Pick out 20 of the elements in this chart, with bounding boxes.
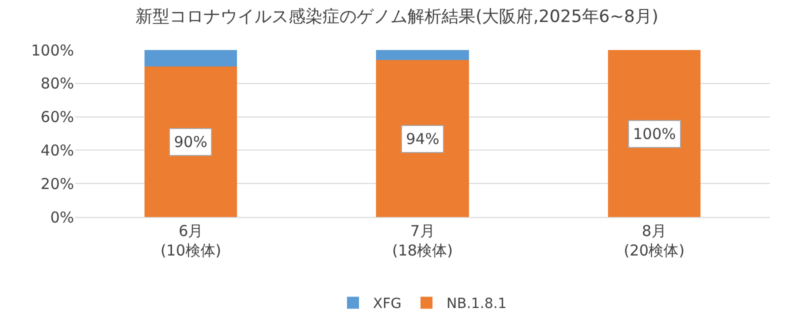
y-tick-label: 20% <box>40 174 74 193</box>
bar <box>144 50 238 67</box>
bar <box>608 50 700 217</box>
x-tick-label: 6月 (10検体) <box>160 222 222 260</box>
y-tick-label: 100% <box>31 41 74 60</box>
y-tick-label: 40% <box>40 141 74 160</box>
chart-title: 新型コロナウイルス感染症のゲノム解析結果(大阪府,2025年6~8月) <box>136 6 658 27</box>
bar <box>144 66 238 217</box>
y-tick-label: 0% <box>50 208 74 226</box>
bar <box>376 60 469 217</box>
y-tick-label: 60% <box>40 108 74 126</box>
x-tick-label: 7月 (18検体) <box>392 222 453 260</box>
legend-label: NB.1.8.1 <box>446 296 507 312</box>
data-label: 90% <box>174 133 208 151</box>
data-label: 100% <box>633 125 676 143</box>
bar <box>376 50 469 60</box>
y-tick-label: 80% <box>40 74 74 93</box>
data-label: 94% <box>406 130 440 148</box>
legend-label: XFG <box>373 296 402 312</box>
x-tick-label: 8月 (20検体) <box>624 222 685 260</box>
